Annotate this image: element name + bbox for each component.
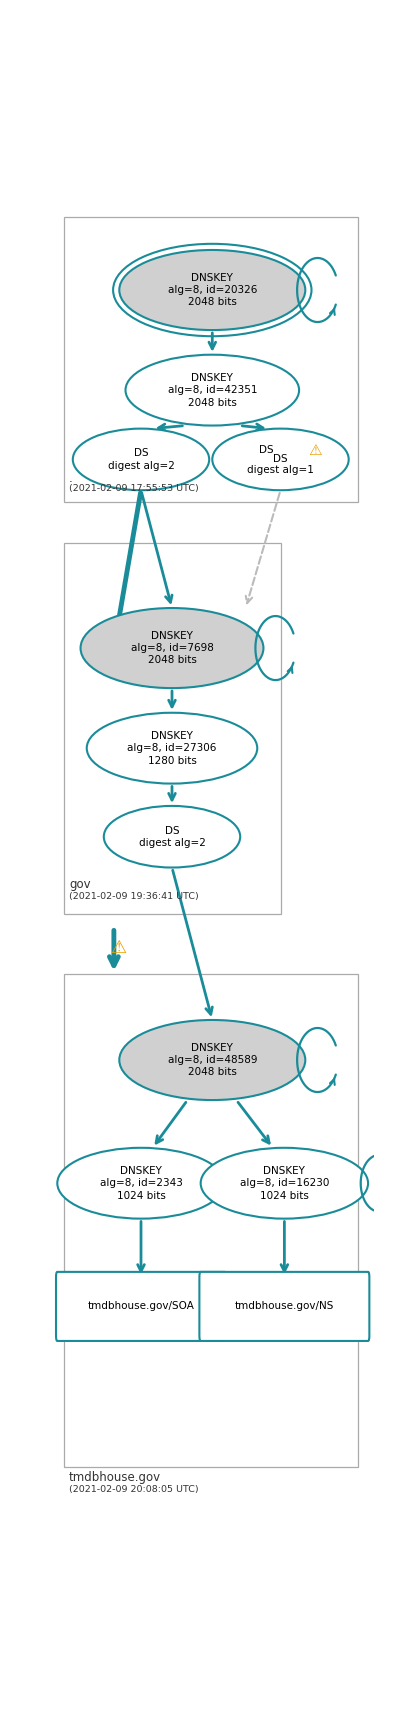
Bar <box>63 542 281 914</box>
Ellipse shape <box>81 607 264 688</box>
Text: DNSKEY
alg=8, id=48589
2048 bits: DNSKEY alg=8, id=48589 2048 bits <box>168 1042 257 1078</box>
Text: DNSKEY
alg=8, id=16230
1024 bits: DNSKEY alg=8, id=16230 1024 bits <box>240 1165 329 1201</box>
Ellipse shape <box>119 250 305 330</box>
Ellipse shape <box>125 354 299 426</box>
Ellipse shape <box>73 429 209 491</box>
FancyBboxPatch shape <box>56 1271 226 1341</box>
Text: (2021-02-09 19:36:41 UTC): (2021-02-09 19:36:41 UTC) <box>69 891 199 900</box>
Ellipse shape <box>201 1148 368 1218</box>
Text: tmdbhouse.gov: tmdbhouse.gov <box>69 1471 161 1483</box>
Text: DS: DS <box>273 455 288 464</box>
Ellipse shape <box>212 429 349 491</box>
Text: ⚠: ⚠ <box>110 939 126 958</box>
Text: DNSKEY
alg=8, id=20326
2048 bits: DNSKEY alg=8, id=20326 2048 bits <box>168 272 257 308</box>
Text: tmdbhouse.gov/SOA: tmdbhouse.gov/SOA <box>88 1302 195 1311</box>
Text: gov: gov <box>69 878 90 891</box>
Bar <box>63 974 358 1466</box>
Ellipse shape <box>57 1148 225 1218</box>
Text: digest alg=1: digest alg=1 <box>247 465 314 476</box>
Text: .: . <box>69 472 73 486</box>
Ellipse shape <box>119 1020 305 1100</box>
Text: ⚠: ⚠ <box>309 443 322 457</box>
Text: (2021-02-09 17:55:53 UTC): (2021-02-09 17:55:53 UTC) <box>69 484 199 493</box>
Text: DNSKEY
alg=8, id=2343
1024 bits: DNSKEY alg=8, id=2343 1024 bits <box>100 1165 183 1201</box>
Text: DNSKEY
alg=8, id=7698
2048 bits: DNSKEY alg=8, id=7698 2048 bits <box>131 631 213 666</box>
Text: DNSKEY
alg=8, id=27306
1280 bits: DNSKEY alg=8, id=27306 1280 bits <box>127 731 217 765</box>
Text: DS
digest alg=2: DS digest alg=2 <box>107 448 174 471</box>
Bar <box>63 217 358 501</box>
Text: (2021-02-09 20:08:05 UTC): (2021-02-09 20:08:05 UTC) <box>69 1485 198 1494</box>
Text: DS: DS <box>259 445 274 455</box>
Ellipse shape <box>104 806 240 867</box>
FancyBboxPatch shape <box>199 1271 369 1341</box>
Text: tmdbhouse.gov/NS: tmdbhouse.gov/NS <box>235 1302 334 1311</box>
Text: DNSKEY
alg=8, id=42351
2048 bits: DNSKEY alg=8, id=42351 2048 bits <box>168 373 257 407</box>
Text: DS
digest alg=2: DS digest alg=2 <box>139 825 205 849</box>
Ellipse shape <box>87 713 257 784</box>
